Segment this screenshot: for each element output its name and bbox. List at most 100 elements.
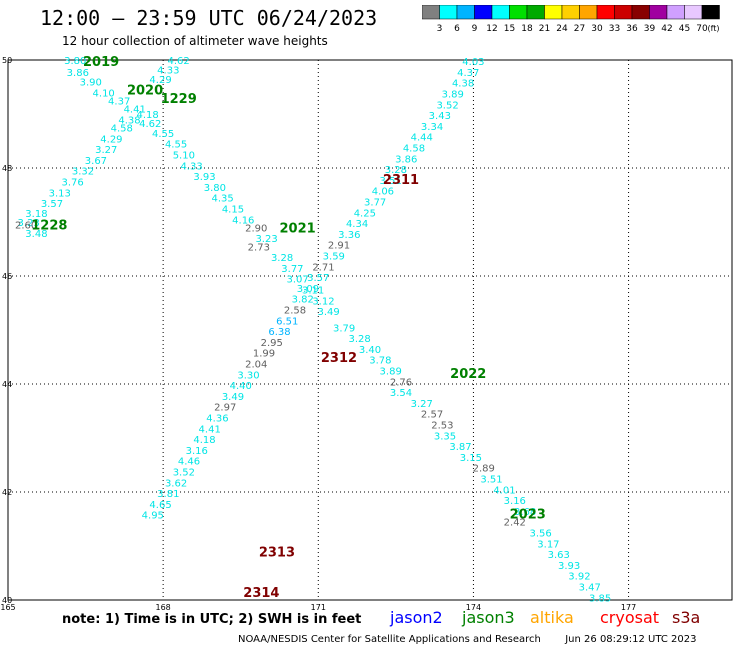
wave-height-value[interactable]: 3.56 — [530, 529, 552, 540]
wave-height-value[interactable]: 4.06 — [372, 187, 394, 198]
wave-height-value[interactable]: 2.97 — [214, 403, 236, 414]
wave-height-value[interactable]: 3.16 — [504, 496, 526, 507]
wave-height-value[interactable]: 3.43 — [429, 111, 451, 122]
wave-height-value[interactable]: 4.37 — [108, 97, 130, 108]
wave-height-value[interactable]: 3.34 — [421, 122, 443, 133]
wave-height-value[interactable]: 3.54 — [390, 388, 412, 399]
wave-height-value[interactable]: 2.76 — [390, 377, 412, 388]
track-label[interactable]: 2022 — [450, 367, 486, 382]
wave-height-value[interactable]: 4.25 — [354, 208, 376, 219]
wave-height-value[interactable]: 3.07 — [286, 275, 308, 286]
wave-height-value[interactable]: 3.47 — [579, 583, 601, 594]
wave-height-value[interactable]: 3.90 — [80, 78, 102, 89]
wave-height-value[interactable]: 4.15 — [222, 205, 244, 216]
wave-height-value[interactable]: 3.30 — [237, 370, 259, 381]
wave-height-value[interactable]: 3.18 — [25, 209, 47, 220]
wave-height-value[interactable]: 3.77 — [364, 197, 386, 208]
wave-height-value[interactable]: 3.76 — [62, 178, 84, 189]
track-label[interactable]: 2021 — [280, 221, 316, 236]
wave-height-value[interactable]: 4.55 — [152, 129, 174, 140]
wave-height-value[interactable]: 6.38 — [268, 327, 290, 338]
wave-height-value[interactable]: 3.92 — [568, 572, 590, 583]
wave-height-value[interactable]: 3.80 — [204, 183, 226, 194]
wave-height-value[interactable]: 3.87 — [449, 442, 471, 453]
track-label[interactable]: 2313 — [259, 545, 295, 560]
wave-height-value[interactable]: 1.99 — [253, 349, 275, 360]
wave-height-value[interactable]: 3.77 — [281, 264, 303, 275]
wave-height-value[interactable]: 3.12 — [312, 296, 334, 307]
wave-height-value[interactable]: 3.28 — [349, 334, 371, 345]
wave-height-value[interactable]: 3.28 — [385, 165, 407, 176]
wave-height-value[interactable]: 3.32 — [72, 167, 94, 178]
wave-height-value[interactable]: 4.95 — [142, 511, 164, 522]
wave-height-value[interactable]: 6.51 — [276, 316, 298, 327]
wave-height-value[interactable]: 3.51 — [380, 176, 402, 187]
track-label[interactable]: 2312 — [321, 351, 357, 366]
wave-height-value[interactable]: 4.46 — [178, 457, 200, 468]
wave-height-value[interactable]: 4.62 — [139, 119, 161, 130]
wave-height-value[interactable]: 3.15 — [460, 453, 482, 464]
wave-height-value[interactable]: 2.71 — [312, 262, 334, 273]
wave-height-value[interactable]: 3.57 — [307, 273, 329, 284]
wave-height-value[interactable]: 3.68 — [514, 507, 536, 518]
wave-height-value[interactable]: 2.95 — [261, 338, 283, 349]
wave-height-value[interactable]: 4.37 — [457, 68, 479, 79]
wave-height-value[interactable]: 3.36 — [338, 230, 360, 241]
wave-height-value[interactable]: 4.18 — [193, 435, 215, 446]
wave-height-value[interactable]: 4.41 — [199, 424, 221, 435]
wave-height-value[interactable]: 3.80 — [64, 56, 86, 67]
wave-height-value[interactable]: 4.10 — [93, 88, 115, 99]
wave-height-value[interactable]: 2.04 — [245, 359, 267, 370]
wave-height-value[interactable]: 2.89 — [473, 464, 495, 475]
wave-height-value[interactable]: 3.52 — [436, 100, 458, 111]
wave-height-value[interactable]: 3.16 — [186, 446, 208, 457]
wave-height-value[interactable]: 2.91 — [328, 241, 350, 252]
wave-height-value[interactable]: 4.65 — [149, 500, 171, 511]
wave-height-value[interactable]: 3.85 — [589, 593, 611, 604]
wave-height-value[interactable]: 3.35 — [434, 431, 456, 442]
wave-height-value[interactable]: 3.82 — [292, 295, 314, 306]
wave-height-value[interactable]: 2.53 — [431, 421, 453, 432]
wave-height-value[interactable]: 4.29 — [149, 75, 171, 86]
wave-height-value[interactable]: 3.51 — [480, 475, 502, 486]
wave-height-value[interactable]: 4.38 — [118, 115, 140, 126]
wave-height-value[interactable]: 3.89 — [442, 89, 464, 100]
wave-height-value[interactable]: 2.60 — [15, 221, 37, 232]
wave-height-value[interactable]: 4.03 — [462, 57, 484, 68]
wave-height-value[interactable]: 3.13 — [49, 188, 71, 199]
wave-height-value[interactable]: 4.18 — [136, 110, 158, 121]
wave-height-value[interactable]: 2.57 — [421, 410, 443, 421]
wave-height-value[interactable]: 3.67 — [85, 156, 107, 167]
wave-height-map[interactable]: 165 168 171 174 1775048464442403.803.863.904… — [0, 0, 740, 610]
wave-height-value[interactable]: 5.10 — [173, 151, 195, 162]
wave-height-value[interactable]: 3.17 — [537, 539, 559, 550]
wave-height-value[interactable]: 3.78 — [369, 356, 391, 367]
track-label[interactable]: 2311 — [383, 173, 419, 188]
wave-height-value[interactable]: 4.38 — [452, 79, 474, 90]
wave-height-value[interactable]: 3.89 — [380, 367, 402, 378]
wave-height-value[interactable]: 4.01 — [493, 485, 515, 496]
wave-height-value[interactable]: 3.93 — [193, 172, 215, 183]
wave-height-value[interactable]: 2.58 — [284, 305, 306, 316]
wave-height-value[interactable]: 3.86 — [67, 68, 89, 79]
wave-height-value[interactable]: 2.73 — [248, 242, 270, 253]
wave-height-value[interactable]: 4.41 — [124, 105, 146, 116]
track-label[interactable]: 1229 — [161, 92, 197, 107]
wave-height-value[interactable]: 3.11 — [302, 286, 324, 297]
wave-height-value[interactable]: 4.58 — [403, 143, 425, 154]
wave-height-value[interactable]: 3.62 — [165, 478, 187, 489]
wave-height-value[interactable]: 3.23 — [255, 234, 277, 245]
wave-height-value[interactable]: 4.55 — [165, 140, 187, 151]
wave-height-value[interactable]: 2.90 — [245, 223, 267, 234]
wave-height-value[interactable]: 3.49 — [222, 392, 244, 403]
wave-height-value[interactable]: 3.27 — [95, 145, 117, 156]
wave-height-value[interactable]: 4.33 — [157, 66, 179, 77]
track-label[interactable]: 2019 — [83, 55, 119, 70]
wave-height-value[interactable]: 3.59 — [323, 251, 345, 262]
wave-height-value[interactable]: 3.48 — [25, 229, 47, 240]
wave-height-value[interactable]: 4.36 — [206, 413, 228, 424]
wave-height-value[interactable]: 4.29 — [100, 134, 122, 145]
wave-height-value[interactable]: 4.58 — [111, 124, 133, 135]
wave-height-value[interactable]: 3.86 — [395, 154, 417, 165]
track-label[interactable]: 2020 — [127, 84, 163, 99]
